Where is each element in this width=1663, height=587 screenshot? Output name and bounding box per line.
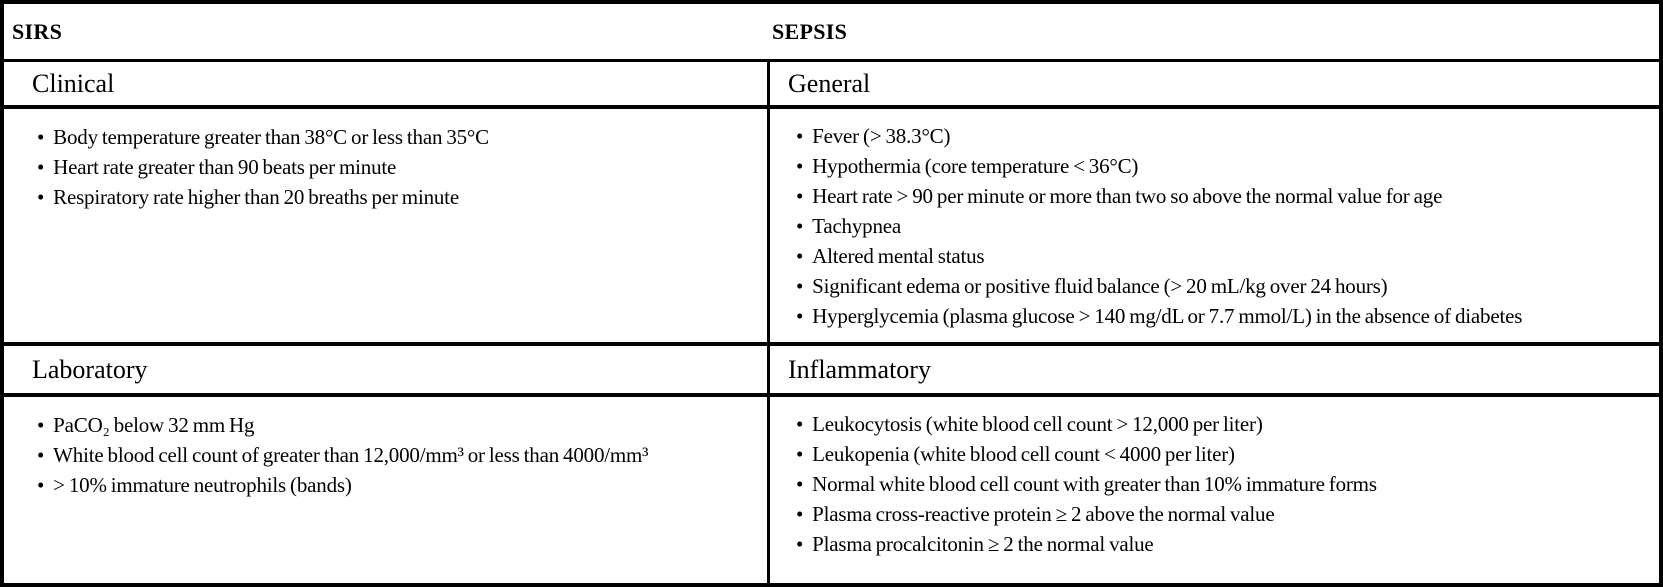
bullet-icon: • — [796, 154, 804, 178]
table-header-row: SIRS SEPSIS — [4, 4, 1659, 62]
bullet-icon: • — [796, 442, 804, 466]
criteria-text: Leukocytosis (white blood cell count > 1… — [812, 412, 1263, 436]
criteria-text: PaCO₂ below 32 mm Hg — [53, 413, 255, 437]
criteria-item: • White blood cell count of greater than … — [37, 440, 767, 470]
sirs-column-title: SIRS — [12, 18, 63, 44]
bullet-icon: • — [37, 155, 45, 179]
bullet-icon: • — [796, 472, 804, 496]
bullet-icon: • — [796, 184, 804, 208]
criteria-item: • Plasma procalcitonin ≥ 2 the normal val… — [796, 529, 1659, 559]
criteria-item: • Heart rate greater than 90 beats per mi… — [37, 152, 767, 182]
bullet-icon: • — [796, 304, 804, 328]
sepsis-column-title: SEPSIS — [772, 18, 848, 44]
bullet-icon: • — [37, 473, 45, 497]
criteria-text: Plasma cross-reactive protein ≥ 2 above … — [812, 502, 1275, 526]
bullet-icon: • — [796, 502, 804, 526]
bullet-icon: • — [796, 124, 804, 148]
criteria-text: Leukopenia (white blood cell count < 400… — [812, 442, 1235, 466]
criteria-item: • Respiratory rate higher than 20 breaths… — [37, 182, 767, 212]
criteria-text: White blood cell count of greater than 1… — [53, 443, 649, 467]
criteria-item: • Plasma cross-reactive protein ≥ 2 above… — [796, 499, 1659, 529]
criteria-text: Significant edema or positive fluid bala… — [812, 274, 1388, 298]
bullet-icon: • — [796, 214, 804, 238]
bullet-icon: • — [37, 443, 45, 467]
criteria-item: • PaCO₂ below 32 mm Hg — [37, 410, 767, 440]
bullet-icon: • — [796, 532, 804, 556]
clinical-criteria-list: • Body temperature greater than 38°C or l… — [4, 109, 770, 342]
criteria-text: Hypothermia (core temperature < 36°C) — [812, 154, 1139, 178]
criteria-text: Heart rate > 90 per minute or more than … — [812, 184, 1443, 208]
criteria-text: Respiratory rate higher than 20 breaths … — [53, 185, 459, 209]
criteria-row-2: • PaCO₂ below 32 mm Hg • White blood cell c… — [4, 397, 1659, 583]
criteria-text: Normal white blood cell count with great… — [812, 472, 1377, 496]
laboratory-section-title: Laboratory — [4, 346, 770, 393]
criteria-item: • > 10% immature neutrophils (bands) — [37, 470, 767, 500]
criteria-item: • Normal white blood cell count with grea… — [796, 469, 1659, 499]
criteria-row-1: • Body temperature greater than 38°C or l… — [4, 109, 1659, 346]
bullet-icon: • — [796, 274, 804, 298]
subheader-row-1: Clinical General — [4, 62, 1659, 109]
general-section-title: General — [788, 68, 871, 98]
criteria-text: Plasma procalcitonin ≥ 2 the normal valu… — [812, 532, 1154, 556]
criteria-text: Heart rate greater than 90 beats per min… — [53, 155, 397, 179]
bullet-icon: • — [37, 125, 45, 149]
bullet-icon: • — [37, 413, 45, 437]
criteria-text: > 10% immature neutrophils (bands) — [53, 473, 352, 497]
general-criteria-list: • Fever (> 38.3°C) • Hypothermia (core temp… — [770, 109, 1659, 342]
criteria-item: • Altered mental status — [796, 241, 1659, 271]
criteria-item: • Hypothermia (core temperature < 36°C) — [796, 151, 1659, 181]
criteria-item: • Heart rate > 90 per minute or more than… — [796, 181, 1659, 211]
criteria-text: Body temperature greater than 38°C or le… — [53, 125, 489, 149]
bullet-icon: • — [796, 412, 804, 436]
criteria-item: • Significant edema or positive fluid bal… — [796, 271, 1659, 301]
subheader-row-2: Laboratory Inflammatory — [4, 346, 1659, 397]
clinical-section-title: Clinical — [4, 62, 770, 105]
inflammatory-criteria-list: • Leukocytosis (white blood cell count > … — [770, 397, 1659, 583]
criteria-item: • Tachypnea — [796, 211, 1659, 241]
bullet-icon: • — [37, 185, 45, 209]
criteria-text: Altered mental status — [812, 244, 985, 268]
criteria-item: • Fever (> 38.3°C) — [796, 121, 1659, 151]
criteria-item: • Leukopenia (white blood cell count < 40… — [796, 439, 1659, 469]
criteria-item: • Body temperature greater than 38°C or l… — [37, 122, 767, 152]
laboratory-criteria-list: • PaCO₂ below 32 mm Hg • White blood cell c… — [4, 397, 770, 583]
criteria-item: • Leukocytosis (white blood cell count > … — [796, 409, 1659, 439]
criteria-text: Tachypnea — [812, 214, 902, 238]
criteria-text: Fever (> 38.3°C) — [812, 124, 951, 148]
inflammatory-section-title: Inflammatory — [788, 354, 931, 384]
criteria-item: • Hyperglycemia (plasma glucose > 140 mg/… — [796, 301, 1659, 331]
criteria-text: Hyperglycemia (plasma glucose > 140 mg/d… — [812, 304, 1523, 328]
bullet-icon: • — [796, 244, 804, 268]
